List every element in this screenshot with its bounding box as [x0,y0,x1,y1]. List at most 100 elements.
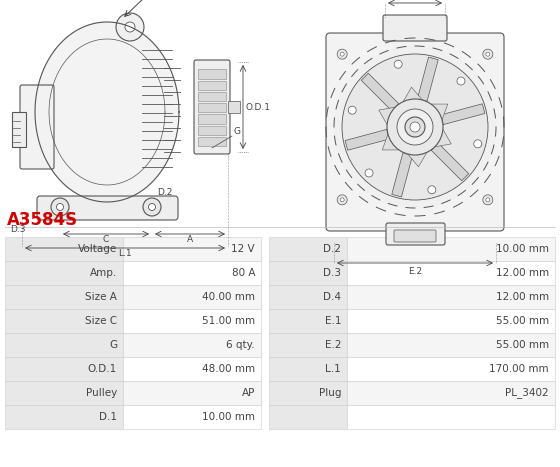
FancyBboxPatch shape [20,85,54,169]
Bar [198,80,226,90]
Bar [123,285,261,309]
Circle shape [340,52,344,56]
Text: 170.00 mm: 170.00 mm [489,364,549,374]
Text: 10.00 mm: 10.00 mm [496,244,549,254]
FancyBboxPatch shape [394,230,436,242]
Bar [198,126,226,135]
Text: 55.00 mm: 55.00 mm [496,340,549,350]
Text: D.1: D.1 [99,412,117,422]
Circle shape [342,54,488,200]
Bar [347,309,555,333]
Text: O.D.1: O.D.1 [246,102,271,112]
Text: L.1: L.1 [325,364,341,374]
Bar [5,285,123,309]
Bar [123,357,261,381]
Text: E.2: E.2 [408,267,422,276]
FancyArrow shape [361,73,399,111]
Bar [269,405,347,429]
Circle shape [365,169,373,177]
Text: D.3: D.3 [10,225,26,234]
Bar [269,309,347,333]
Text: 12 V: 12 V [231,244,255,254]
Bar [347,261,555,285]
FancyArrow shape [392,153,413,197]
Circle shape [51,198,69,216]
Text: L.1: L.1 [118,249,132,258]
Bar [5,261,123,285]
FancyArrow shape [417,57,438,101]
Text: 48.00 mm: 48.00 mm [202,364,255,374]
Bar [5,309,123,333]
Text: E.2: E.2 [324,340,341,350]
Bar [198,92,226,101]
Circle shape [334,46,496,208]
Text: AP: AP [241,388,255,398]
Circle shape [57,204,63,211]
Bar [347,333,555,357]
Bar [347,285,555,309]
Circle shape [143,198,161,216]
Circle shape [486,198,490,202]
Text: D.3: D.3 [323,268,341,278]
Circle shape [457,77,465,85]
Text: 12.00 mm: 12.00 mm [496,292,549,302]
FancyArrow shape [431,143,469,181]
Text: Amp.: Amp. [90,268,117,278]
Bar [123,237,261,261]
Text: D.2: D.2 [323,244,341,254]
Bar [228,101,240,113]
Bar [123,405,261,429]
Bar [5,405,123,429]
Text: 55.00 mm: 55.00 mm [496,316,549,326]
Circle shape [148,204,156,211]
Circle shape [397,109,433,145]
Polygon shape [35,22,179,202]
Bar [269,285,347,309]
FancyBboxPatch shape [37,196,178,220]
Circle shape [125,22,135,32]
Bar [269,381,347,405]
Text: A: A [187,235,193,244]
Text: C: C [103,235,109,244]
Circle shape [348,106,356,114]
Text: PL_3402: PL_3402 [505,388,549,398]
Text: 80 A: 80 A [231,268,255,278]
Bar [123,261,261,285]
Circle shape [394,60,402,68]
Text: G: G [234,127,241,136]
Text: O.D.1: O.D.1 [88,364,117,374]
Polygon shape [382,127,415,150]
Text: G: G [109,340,117,350]
Bar [198,103,226,112]
Polygon shape [415,127,451,147]
Bar [123,309,261,333]
Bar [269,237,347,261]
Bar [347,237,555,261]
Circle shape [483,49,493,59]
Bar [269,333,347,357]
Bar [5,333,123,357]
Text: Size C: Size C [85,316,117,326]
Text: Size A: Size A [85,292,117,302]
Bar [123,381,261,405]
Circle shape [474,140,482,148]
Bar [198,137,226,146]
Bar [347,381,555,405]
Circle shape [340,198,344,202]
Polygon shape [403,87,422,127]
Circle shape [483,195,493,205]
Polygon shape [408,127,427,167]
Bar [123,333,261,357]
Text: E.1: E.1 [324,316,341,326]
Text: Plug: Plug [319,388,341,398]
FancyBboxPatch shape [326,33,504,231]
FancyArrow shape [345,129,389,150]
Circle shape [116,13,144,41]
Polygon shape [415,104,448,127]
Polygon shape [379,107,415,127]
FancyArrow shape [441,104,485,125]
Bar [12,112,26,147]
Bar [5,237,123,261]
FancyBboxPatch shape [383,15,447,41]
Text: 51.00 mm: 51.00 mm [202,316,255,326]
